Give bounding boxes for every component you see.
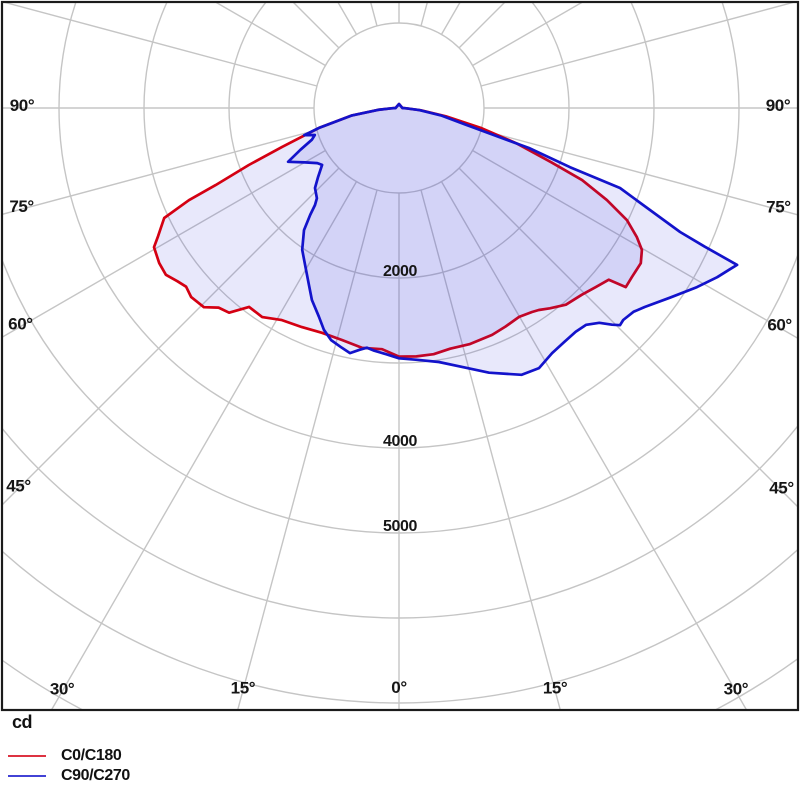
c90-c270-line-swatch [8, 775, 46, 777]
svg-text:30°: 30° [724, 680, 749, 699]
svg-text:0°: 0° [391, 678, 407, 697]
c90-c270-label: C90/C270 [61, 767, 130, 784]
svg-text:45°: 45° [6, 477, 31, 496]
svg-text:45°: 45° [769, 479, 794, 498]
c0-c180-label: C0/C180 [61, 747, 122, 764]
svg-text:90°: 90° [10, 96, 35, 115]
svg-text:15°: 15° [231, 678, 256, 697]
svg-text:15°: 15° [543, 678, 568, 697]
svg-text:5000: 5000 [383, 518, 417, 535]
svg-text:60°: 60° [8, 315, 33, 334]
svg-text:60°: 60° [767, 316, 792, 335]
unit-label: cd [12, 712, 33, 732]
svg-text:4000: 4000 [383, 433, 417, 450]
legend-item-c90-c270: C90/C270 [8, 766, 130, 786]
svg-text:90°: 90° [766, 96, 791, 115]
svg-text:2000: 2000 [383, 263, 417, 280]
legend: C0/C180 C90/C270 [8, 746, 130, 786]
legend-item-c0-c180: C0/C180 [8, 746, 130, 766]
svg-text:75°: 75° [9, 197, 34, 216]
svg-text:30°: 30° [50, 680, 75, 699]
c0-c180-line-swatch [8, 755, 46, 757]
svg-text:75°: 75° [766, 198, 791, 217]
